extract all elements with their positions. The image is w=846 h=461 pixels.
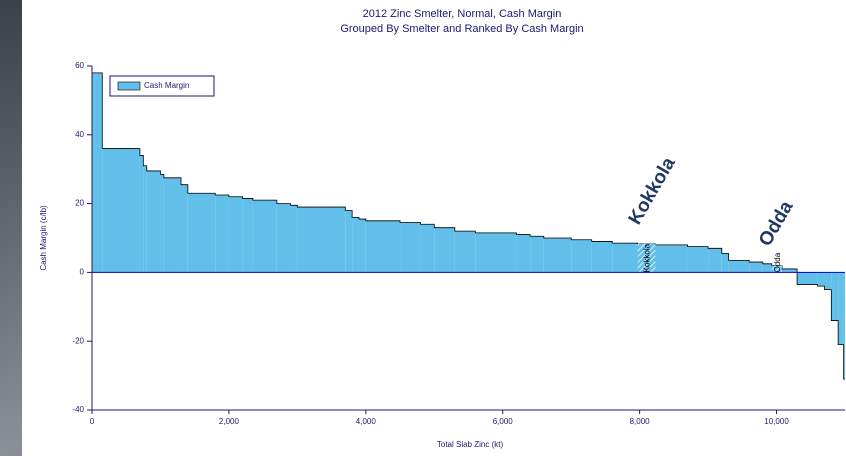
bar	[824, 272, 832, 290]
x-tick-label: 10,000	[764, 417, 789, 426]
highlight-hatch	[771, 265, 783, 273]
bar	[454, 231, 476, 273]
y-tick-label: -20	[72, 336, 84, 345]
y-tick-label: 0	[80, 268, 85, 277]
bar	[146, 170, 161, 273]
bar	[708, 248, 722, 273]
bar	[345, 210, 353, 273]
bar	[475, 232, 517, 273]
bar	[543, 238, 572, 273]
bar	[139, 155, 144, 273]
bar	[782, 268, 798, 273]
x-tick-label: 6,000	[493, 417, 514, 426]
x-tick-label: 2,000	[219, 417, 240, 426]
bar	[180, 184, 188, 273]
bar	[358, 219, 366, 273]
bar	[160, 174, 164, 273]
x-axis-label: Total Slab Zinc (kt)	[437, 440, 504, 449]
bar	[228, 196, 243, 273]
y-tick-label: 60	[75, 61, 84, 70]
bar	[843, 272, 845, 380]
bar	[434, 227, 455, 273]
bar	[215, 195, 229, 273]
legend: Cash Margin	[109, 75, 215, 97]
bar	[242, 198, 253, 273]
bar	[102, 148, 140, 273]
bar	[762, 263, 772, 273]
bar	[831, 272, 839, 321]
legend-box	[109, 75, 215, 97]
y-tick-label: -40	[72, 405, 84, 414]
bar	[749, 262, 763, 273]
y-axis-label: Cash Margin (c/lb)	[39, 205, 48, 271]
bar	[290, 205, 298, 273]
bar	[797, 272, 818, 285]
highlight-small-label: Kokkola	[642, 243, 651, 272]
chart-subtitle: Grouped By Smelter and Ranked By Cash Ma…	[340, 23, 583, 35]
bar	[817, 272, 825, 287]
x-tick-label: 4,000	[356, 417, 377, 426]
bar	[530, 236, 544, 273]
bar	[721, 253, 729, 273]
bar	[365, 220, 401, 273]
bar	[571, 239, 592, 273]
bar	[92, 72, 103, 273]
bar	[516, 234, 531, 273]
x-tick-label: 8,000	[630, 417, 651, 426]
legend-label: Cash Margin	[144, 81, 189, 90]
bar	[276, 203, 291, 273]
y-tick-label: 40	[75, 130, 84, 139]
bar	[687, 246, 709, 273]
bar	[352, 217, 359, 273]
bar	[612, 243, 638, 273]
bar	[591, 241, 613, 273]
bar	[655, 244, 688, 273]
y-tick-label: 20	[75, 199, 84, 208]
legend-swatch	[117, 81, 141, 91]
bar	[187, 193, 216, 273]
chart-title: 2012 Zinc Smelter, Normal, Cash Margin	[363, 8, 562, 20]
x-tick-label: 0	[90, 417, 95, 426]
bar	[420, 224, 435, 273]
bar	[838, 272, 844, 345]
highlight-small-label: Odda	[773, 252, 782, 272]
bar	[143, 165, 147, 273]
highlight-hatch	[637, 243, 656, 273]
curve-outline	[91, 72, 845, 380]
bar	[728, 260, 750, 273]
bar	[163, 177, 181, 273]
bar	[252, 200, 277, 273]
bar	[297, 207, 346, 273]
bar	[400, 222, 421, 273]
